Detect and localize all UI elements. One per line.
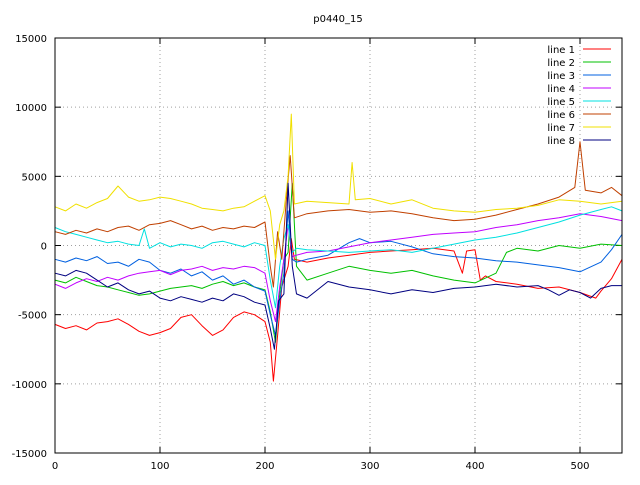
legend-label: line 5: [547, 97, 575, 108]
x-tick-label: 200: [255, 461, 274, 472]
x-tick-label: 500: [570, 461, 589, 472]
legend-label: line 6: [547, 110, 575, 121]
series-line-4: [54, 213, 623, 323]
x-tick-label: 100: [150, 461, 169, 472]
grid: [55, 38, 622, 453]
legend-label: line 2: [547, 58, 575, 69]
y-tick-label: 10000: [15, 103, 47, 114]
x-tick-label: 400: [465, 461, 484, 472]
series-line-8: [54, 182, 622, 350]
plot-frame: [54, 37, 623, 454]
y-tick-label: -10000: [12, 380, 47, 391]
y-tick-label: -15000: [12, 449, 47, 460]
legend-label: line 7: [547, 123, 575, 134]
x-tick-label: 300: [360, 461, 379, 472]
series-line-7: [54, 113, 623, 260]
legend-label: line 3: [547, 71, 575, 82]
y-tick-label: -5000: [18, 311, 47, 322]
legend-label: line 1: [547, 45, 575, 56]
chart-title: p0440_15: [313, 14, 363, 25]
legend-label: line 4: [547, 84, 575, 95]
y-tick-label: 5000: [22, 172, 47, 183]
legend-label: line 8: [547, 136, 575, 147]
axes: -15000 -10000 -5000 0 5000 10000 15000 0 100 200 3…: [12, 34, 622, 472]
legend: line 1 line 2 line 3 line 4 line 5 line 6 line…: [547, 45, 611, 147]
series-lines: [54, 113, 623, 382]
x-tick-label: 0: [52, 461, 58, 472]
y-tick-label: 15000: [15, 34, 47, 45]
series-line-2: [54, 182, 623, 343]
series-line-5: [54, 206, 623, 309]
y-tick-label: 0: [41, 242, 47, 253]
